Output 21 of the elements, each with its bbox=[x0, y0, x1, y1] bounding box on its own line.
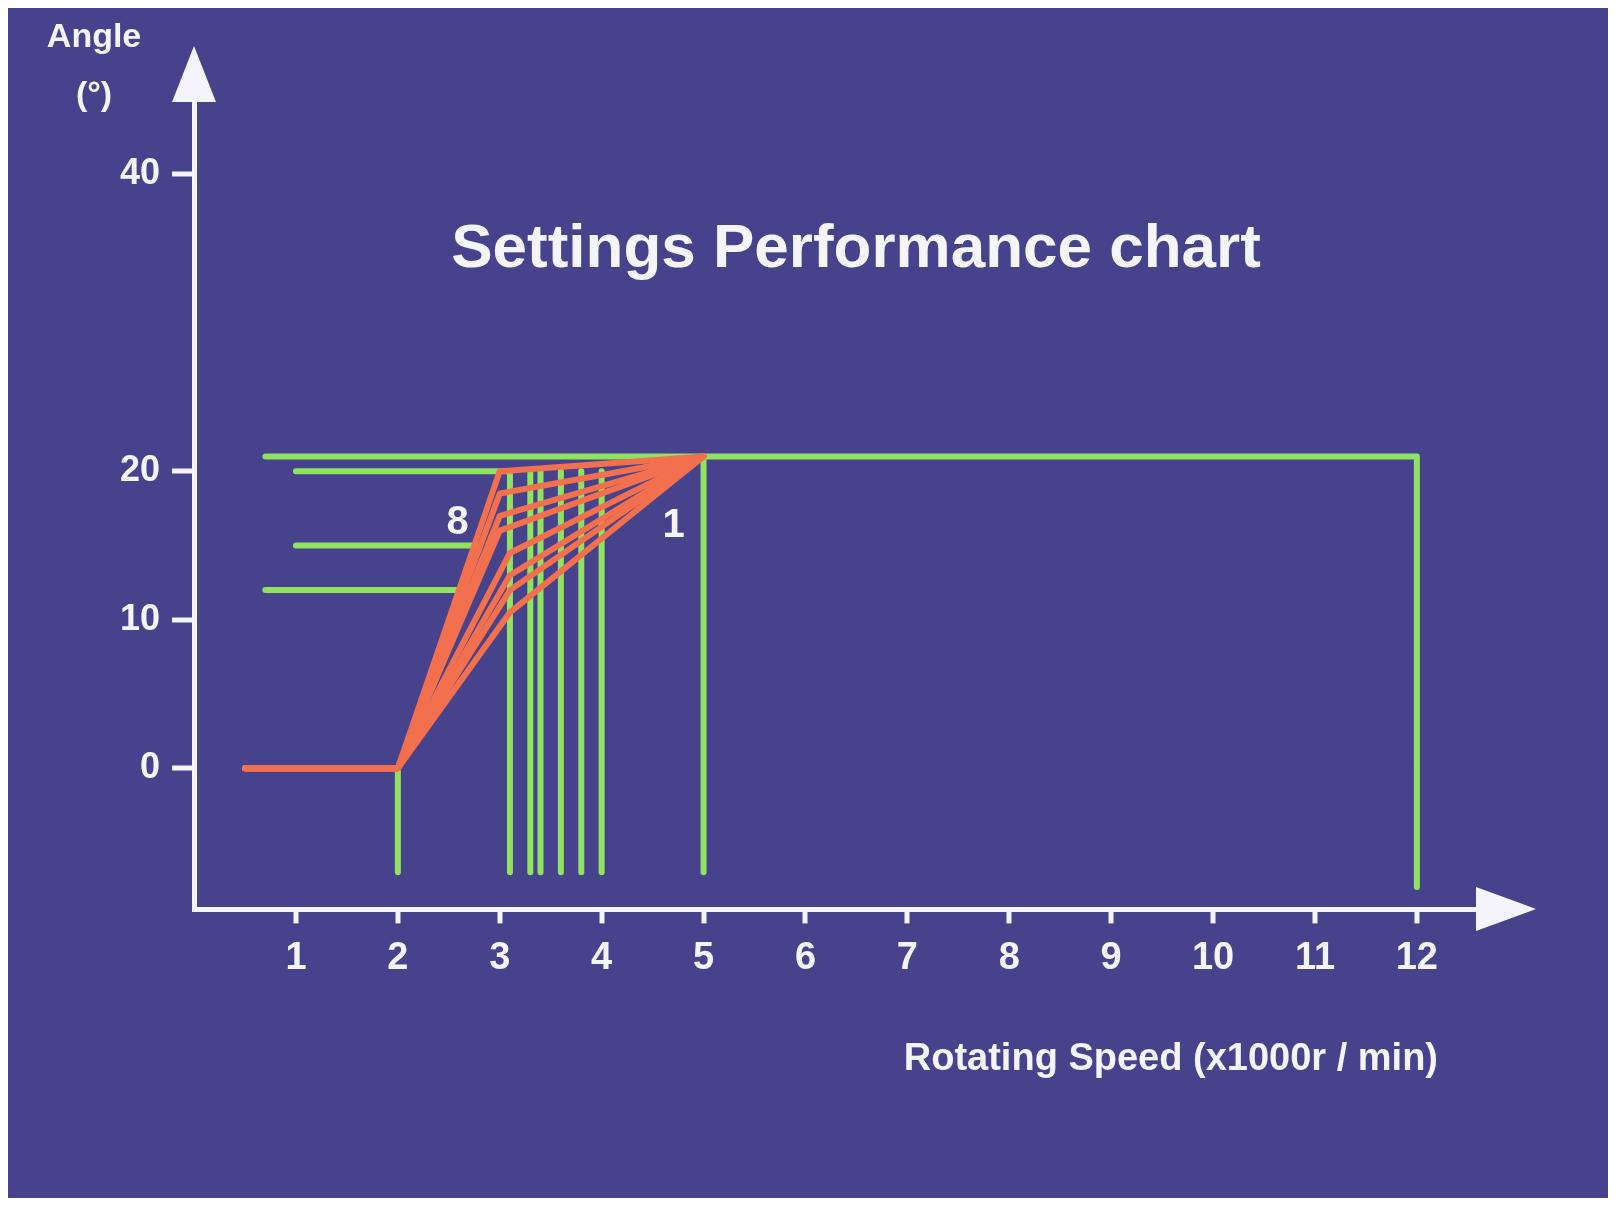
x-tick-label: 9 bbox=[1100, 934, 1122, 977]
series-label: 8 bbox=[446, 498, 469, 543]
x-axis-title: Rotating Speed (x1000r / min) bbox=[903, 1035, 1438, 1078]
y-tick-label: 10 bbox=[120, 596, 161, 638]
x-tick-label: 12 bbox=[1395, 934, 1438, 977]
y-tick-label: 0 bbox=[140, 745, 161, 787]
x-tick-label: 11 bbox=[1294, 934, 1336, 977]
x-tick-label: 5 bbox=[692, 934, 715, 977]
x-tick-label: 1 bbox=[285, 934, 307, 977]
x-tick-label: 7 bbox=[896, 934, 918, 977]
series-label: 1 bbox=[662, 501, 685, 546]
x-tick-label: 3 bbox=[489, 934, 511, 977]
y-tick-label: 40 bbox=[120, 151, 161, 193]
x-tick-label: 2 bbox=[387, 934, 409, 977]
x-tick-label: 8 bbox=[998, 934, 1020, 977]
x-tick-label: 10 bbox=[1191, 934, 1235, 977]
y-axis-title: Angle (°) bbox=[46, 16, 142, 113]
x-tick-label: 4 bbox=[591, 934, 613, 977]
x-tick-label: 6 bbox=[794, 934, 817, 977]
text: Settings Performance chart bbox=[451, 211, 1261, 281]
y-tick-label: 20 bbox=[120, 448, 161, 490]
